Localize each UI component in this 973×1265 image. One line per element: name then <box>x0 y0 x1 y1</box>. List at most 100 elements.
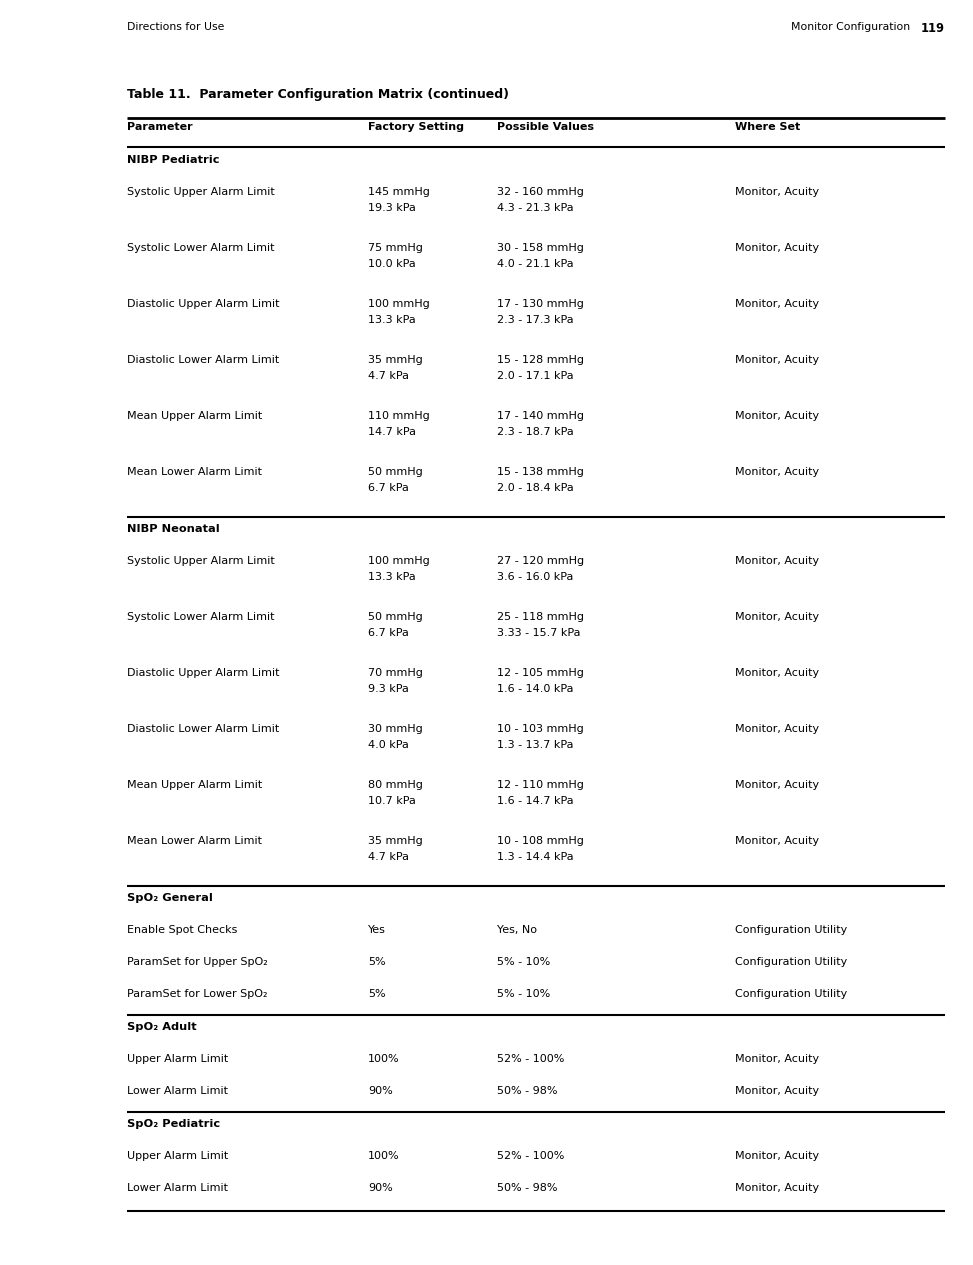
Text: Lower Alarm Limit: Lower Alarm Limit <box>127 1183 228 1193</box>
Text: 90%: 90% <box>368 1085 393 1095</box>
Text: 75 mmHg: 75 mmHg <box>368 243 423 253</box>
Text: 12 - 105 mmHg: 12 - 105 mmHg <box>497 668 584 678</box>
Text: 6.7 kPa: 6.7 kPa <box>368 627 409 638</box>
Text: 50% - 98%: 50% - 98% <box>497 1085 558 1095</box>
Text: 35 mmHg: 35 mmHg <box>368 355 422 366</box>
Text: 10.7 kPa: 10.7 kPa <box>368 796 415 806</box>
Text: 90%: 90% <box>368 1183 393 1193</box>
Text: Monitor, Acuity: Monitor, Acuity <box>735 299 819 309</box>
Text: Yes, No: Yes, No <box>497 925 537 935</box>
Text: Monitor, Acuity: Monitor, Acuity <box>735 836 819 846</box>
Text: Yes: Yes <box>368 925 386 935</box>
Text: Systolic Lower Alarm Limit: Systolic Lower Alarm Limit <box>127 612 274 622</box>
Text: Upper Alarm Limit: Upper Alarm Limit <box>127 1054 229 1064</box>
Text: 10 - 103 mmHg: 10 - 103 mmHg <box>497 724 584 734</box>
Text: Table 11.  Parameter Configuration Matrix (continued): Table 11. Parameter Configuration Matrix… <box>127 89 509 101</box>
Text: 100%: 100% <box>368 1151 400 1161</box>
Text: 50 mmHg: 50 mmHg <box>368 612 422 622</box>
Text: 5%: 5% <box>368 958 385 966</box>
Text: NIBP Pediatric: NIBP Pediatric <box>127 156 220 164</box>
Text: 4.7 kPa: 4.7 kPa <box>368 371 409 381</box>
Text: 5%: 5% <box>368 989 385 999</box>
Text: 50% - 98%: 50% - 98% <box>497 1183 558 1193</box>
Text: 1.3 - 14.4 kPa: 1.3 - 14.4 kPa <box>497 853 574 861</box>
Text: Diastolic Lower Alarm Limit: Diastolic Lower Alarm Limit <box>127 724 279 734</box>
Text: 27 - 120 mmHg: 27 - 120 mmHg <box>497 557 584 565</box>
Text: 4.0 kPa: 4.0 kPa <box>368 740 409 750</box>
Text: 5% - 10%: 5% - 10% <box>497 989 551 999</box>
Text: 4.0 - 21.1 kPa: 4.0 - 21.1 kPa <box>497 259 574 269</box>
Text: 25 - 118 mmHg: 25 - 118 mmHg <box>497 612 584 622</box>
Text: Configuration Utility: Configuration Utility <box>735 958 847 966</box>
Text: Monitor, Acuity: Monitor, Acuity <box>735 411 819 421</box>
Text: Monitor, Acuity: Monitor, Acuity <box>735 243 819 253</box>
Text: 17 - 140 mmHg: 17 - 140 mmHg <box>497 411 584 421</box>
Text: 35 mmHg: 35 mmHg <box>368 836 422 846</box>
Text: 110 mmHg: 110 mmHg <box>368 411 430 421</box>
Text: 12 - 110 mmHg: 12 - 110 mmHg <box>497 781 584 791</box>
Text: Systolic Upper Alarm Limit: Systolic Upper Alarm Limit <box>127 187 274 197</box>
Text: 13.3 kPa: 13.3 kPa <box>368 315 415 325</box>
Text: 32 - 160 mmHg: 32 - 160 mmHg <box>497 187 584 197</box>
Text: Monitor, Acuity: Monitor, Acuity <box>735 1151 819 1161</box>
Text: 1.6 - 14.0 kPa: 1.6 - 14.0 kPa <box>497 684 573 694</box>
Text: 1.3 - 13.7 kPa: 1.3 - 13.7 kPa <box>497 740 573 750</box>
Text: Diastolic Upper Alarm Limit: Diastolic Upper Alarm Limit <box>127 299 279 309</box>
Text: 13.3 kPa: 13.3 kPa <box>368 572 415 582</box>
Text: Monitor, Acuity: Monitor, Acuity <box>735 557 819 565</box>
Text: 10 - 108 mmHg: 10 - 108 mmHg <box>497 836 584 846</box>
Text: Systolic Lower Alarm Limit: Systolic Lower Alarm Limit <box>127 243 274 253</box>
Text: 15 - 128 mmHg: 15 - 128 mmHg <box>497 355 584 366</box>
Text: 14.7 kPa: 14.7 kPa <box>368 428 416 436</box>
Text: Possible Values: Possible Values <box>497 121 594 132</box>
Text: 2.0 - 17.1 kPa: 2.0 - 17.1 kPa <box>497 371 574 381</box>
Text: 100%: 100% <box>368 1054 400 1064</box>
Text: 30 mmHg: 30 mmHg <box>368 724 422 734</box>
Text: Diastolic Upper Alarm Limit: Diastolic Upper Alarm Limit <box>127 668 279 678</box>
Text: Diastolic Lower Alarm Limit: Diastolic Lower Alarm Limit <box>127 355 279 366</box>
Text: NIBP Neonatal: NIBP Neonatal <box>127 524 220 534</box>
Text: Configuration Utility: Configuration Utility <box>735 925 847 935</box>
Text: Monitor, Acuity: Monitor, Acuity <box>735 1183 819 1193</box>
Text: SpO₂ Adult: SpO₂ Adult <box>127 1022 197 1032</box>
Text: 100 mmHg: 100 mmHg <box>368 299 430 309</box>
Text: 15 - 138 mmHg: 15 - 138 mmHg <box>497 467 584 477</box>
Text: 70 mmHg: 70 mmHg <box>368 668 423 678</box>
Text: SpO₂ Pediatric: SpO₂ Pediatric <box>127 1120 220 1128</box>
Text: Monitor Configuration: Monitor Configuration <box>791 22 910 32</box>
Text: 145 mmHg: 145 mmHg <box>368 187 430 197</box>
Text: Systolic Upper Alarm Limit: Systolic Upper Alarm Limit <box>127 557 274 565</box>
Text: Monitor, Acuity: Monitor, Acuity <box>735 355 819 366</box>
Text: Monitor, Acuity: Monitor, Acuity <box>735 467 819 477</box>
Text: Upper Alarm Limit: Upper Alarm Limit <box>127 1151 229 1161</box>
Text: 50 mmHg: 50 mmHg <box>368 467 422 477</box>
Text: Directions for Use: Directions for Use <box>127 22 225 32</box>
Text: 100 mmHg: 100 mmHg <box>368 557 430 565</box>
Text: SpO₂ General: SpO₂ General <box>127 893 213 903</box>
Text: Lower Alarm Limit: Lower Alarm Limit <box>127 1085 228 1095</box>
Text: Mean Upper Alarm Limit: Mean Upper Alarm Limit <box>127 781 263 791</box>
Text: 4.7 kPa: 4.7 kPa <box>368 853 409 861</box>
Text: Mean Lower Alarm Limit: Mean Lower Alarm Limit <box>127 467 262 477</box>
Text: Monitor, Acuity: Monitor, Acuity <box>735 187 819 197</box>
Text: Enable Spot Checks: Enable Spot Checks <box>127 925 237 935</box>
Text: Monitor, Acuity: Monitor, Acuity <box>735 724 819 734</box>
Text: 119: 119 <box>921 22 945 35</box>
Text: 3.33 - 15.7 kPa: 3.33 - 15.7 kPa <box>497 627 581 638</box>
Text: 1.6 - 14.7 kPa: 1.6 - 14.7 kPa <box>497 796 574 806</box>
Text: Parameter: Parameter <box>127 121 193 132</box>
Text: Monitor, Acuity: Monitor, Acuity <box>735 1085 819 1095</box>
Text: 2.3 - 17.3 kPa: 2.3 - 17.3 kPa <box>497 315 574 325</box>
Text: Mean Lower Alarm Limit: Mean Lower Alarm Limit <box>127 836 262 846</box>
Text: ParamSet for Lower SpO₂: ParamSet for Lower SpO₂ <box>127 989 268 999</box>
Text: Monitor, Acuity: Monitor, Acuity <box>735 612 819 622</box>
Text: 2.0 - 18.4 kPa: 2.0 - 18.4 kPa <box>497 483 574 493</box>
Text: 52% - 100%: 52% - 100% <box>497 1054 564 1064</box>
Text: Factory Setting: Factory Setting <box>368 121 464 132</box>
Text: 80 mmHg: 80 mmHg <box>368 781 423 791</box>
Text: 52% - 100%: 52% - 100% <box>497 1151 564 1161</box>
Text: 2.3 - 18.7 kPa: 2.3 - 18.7 kPa <box>497 428 574 436</box>
Text: Where Set: Where Set <box>735 121 800 132</box>
Text: 17 - 130 mmHg: 17 - 130 mmHg <box>497 299 584 309</box>
Text: 9.3 kPa: 9.3 kPa <box>368 684 409 694</box>
